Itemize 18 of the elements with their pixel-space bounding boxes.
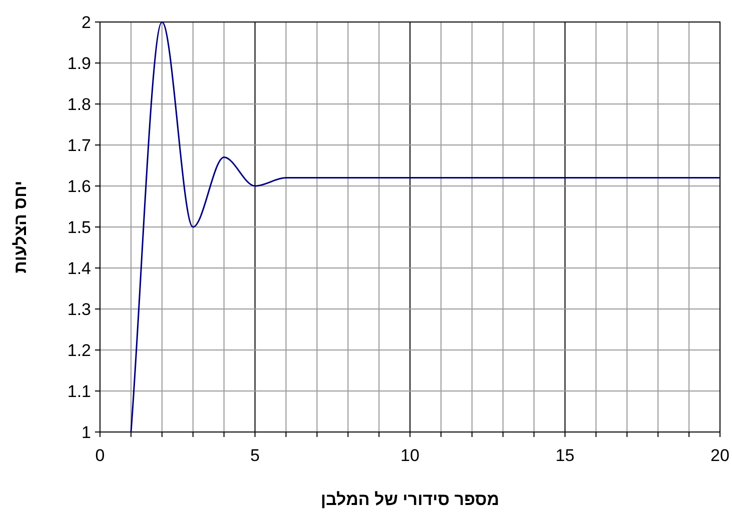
- y-tick-label: 1.3: [67, 300, 91, 319]
- y-tick-label: 1.8: [67, 95, 91, 114]
- x-tick-label: 20: [710, 446, 730, 465]
- x-tick-label: 0: [95, 446, 105, 465]
- y-tick-label: 1.4: [67, 259, 91, 278]
- y-tick-label: 1.2: [67, 341, 91, 360]
- y-tick-label: 1.5: [67, 218, 91, 237]
- y-tick-label: 1.1: [67, 382, 91, 401]
- x-tick-label: 5: [250, 446, 260, 465]
- x-tick-label: 10: [400, 446, 420, 465]
- y-tick-label: 1.6: [67, 177, 91, 196]
- y-axis-title: יחס הצלעות: [11, 180, 30, 274]
- y-tick-label: 1.7: [67, 136, 91, 155]
- y-tick-label: 1: [82, 423, 91, 442]
- y-tick-label: 1.9: [67, 54, 91, 73]
- x-tick-label: 15: [556, 446, 574, 465]
- x-axis-title: מספר סידורי של המלבן: [320, 490, 500, 509]
- y-tick-label: 2: [82, 13, 91, 32]
